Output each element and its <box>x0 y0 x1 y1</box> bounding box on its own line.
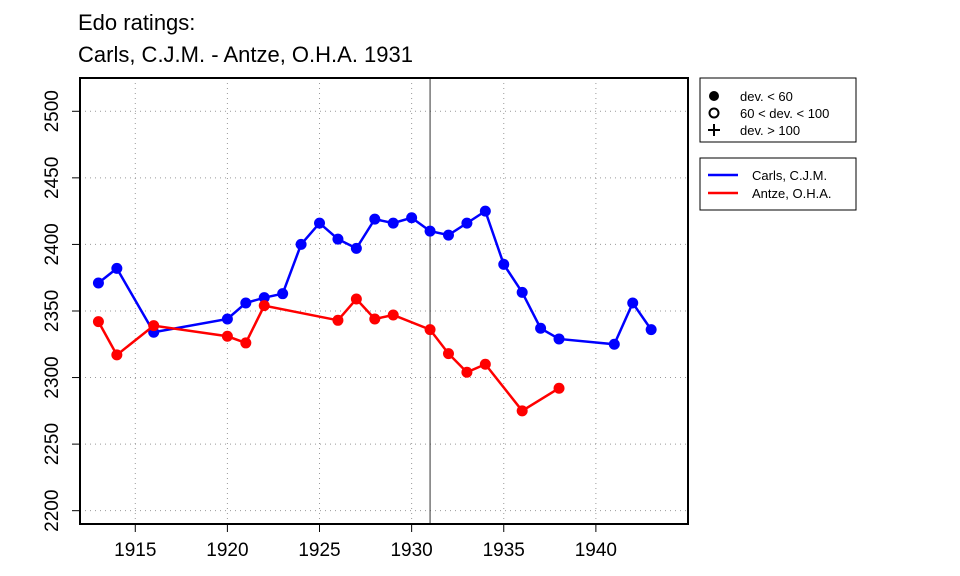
data-point <box>442 229 454 241</box>
data-point <box>332 233 344 245</box>
open-circle-icon <box>708 107 720 119</box>
data-point <box>111 349 123 361</box>
data-point <box>461 366 473 378</box>
data-point <box>332 314 344 326</box>
x-tick-label: 1935 <box>483 540 525 561</box>
data-point <box>461 217 473 229</box>
data-point <box>645 324 657 336</box>
y-tick-label: 2450 <box>42 157 63 199</box>
data-point <box>479 358 491 370</box>
data-point <box>295 238 307 250</box>
data-point <box>350 242 362 254</box>
legend-label-carls: Carls, C.J.M. <box>752 168 827 183</box>
data-point <box>277 288 289 300</box>
data-point <box>258 292 270 304</box>
legend-label-dev-gt-100: dev. > 100 <box>740 123 800 138</box>
data-point <box>608 338 620 350</box>
data-point <box>627 297 639 309</box>
data-point <box>111 262 123 274</box>
symbol-legend-box <box>699 77 857 143</box>
y-tick-label: 2200 <box>42 490 63 532</box>
data-point <box>442 348 454 360</box>
data-point <box>240 337 252 349</box>
x-tick-label: 1930 <box>390 540 432 561</box>
plot-frame <box>79 77 689 525</box>
y-tick-label: 2400 <box>42 223 63 265</box>
data-point <box>516 405 528 417</box>
series-line <box>97 297 560 413</box>
y-axis: 2200 2250 2300 2350 2400 2450 2500 <box>42 90 80 532</box>
data-point <box>479 205 491 217</box>
symbol-legend: dev. < 60 60 < dev. < 100 dev. > 100 <box>699 77 857 143</box>
data-point <box>369 313 381 325</box>
x-tick-label: 1925 <box>298 540 340 561</box>
x-tick-label: 1920 <box>206 540 248 561</box>
data-point <box>148 320 160 332</box>
legend-label-dev-lt-60: dev. < 60 <box>740 89 793 104</box>
y-tick-label: 2250 <box>42 423 63 465</box>
series-1 <box>92 293 565 417</box>
x-tick-label: 1940 <box>575 540 617 561</box>
grid-lines <box>80 78 688 524</box>
data-point <box>314 217 326 229</box>
data-point <box>387 217 399 229</box>
series-legend: Carls, C.J.M. Antze, O.H.A. <box>699 157 857 211</box>
data-point <box>350 293 362 305</box>
series-0 <box>92 205 657 350</box>
series-layer <box>92 205 657 417</box>
data-point <box>516 286 528 298</box>
data-point <box>92 277 104 289</box>
data-point <box>553 382 565 394</box>
y-tick-label: 2350 <box>42 290 63 332</box>
legend-label-antze: Antze, O.H.A. <box>752 186 831 201</box>
x-tick-label: 1915 <box>114 540 156 561</box>
y-tick-label: 2500 <box>42 90 63 132</box>
filled-circle-icon <box>709 91 719 101</box>
data-point <box>258 300 270 312</box>
data-point <box>221 330 233 342</box>
data-point <box>387 309 399 321</box>
data-point <box>553 333 565 345</box>
y-tick-label: 2300 <box>42 356 63 398</box>
data-point <box>221 313 233 325</box>
data-point <box>92 316 104 328</box>
plus-icon <box>708 124 720 136</box>
data-point <box>498 258 510 270</box>
chart-title-line2: Carls, C.J.M. - Antze, O.H.A. 1931 <box>78 42 413 67</box>
data-point <box>424 324 436 336</box>
chart-title-line1: Edo ratings: <box>78 10 195 35</box>
data-point <box>406 212 418 224</box>
x-axis: 1915 1920 1925 1930 1935 1940 <box>114 524 617 561</box>
data-point <box>535 322 547 334</box>
data-point <box>369 213 381 225</box>
data-point <box>424 225 436 237</box>
series-legend-box <box>699 157 857 211</box>
data-point <box>240 297 252 309</box>
legend-label-dev-60-100: 60 < dev. < 100 <box>740 106 829 121</box>
